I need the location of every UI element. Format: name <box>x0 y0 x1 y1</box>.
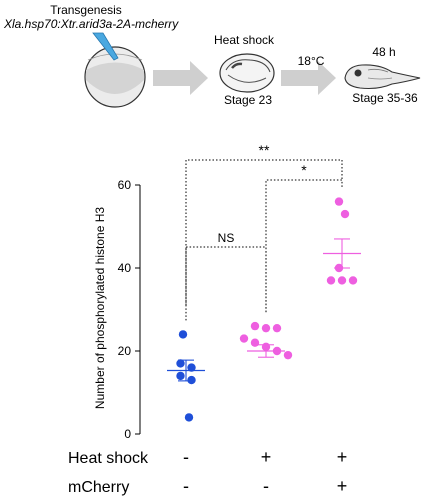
y-ticks: 0 20 40 60 <box>118 178 140 441</box>
data-point <box>250 321 260 331</box>
condition-label: mCherry <box>68 479 129 496</box>
data-point <box>187 375 196 385</box>
y-tick-label: 20 <box>118 344 132 358</box>
schematic: Transgenesis Xla.hsp70:Xtr.arid3a-2A-mch… <box>3 3 421 108</box>
mean-sem-bars <box>167 238 361 382</box>
condition-value: + <box>261 447 272 467</box>
data-point <box>348 276 358 285</box>
significance-bracket <box>265 179 343 313</box>
stage1-label: Stage 23 <box>224 93 272 107</box>
data-point <box>261 342 271 352</box>
significance-bracket <box>185 246 267 321</box>
y-axis-label: Number of phosphorylated histone H3 <box>93 207 107 409</box>
condition-label: Heat shock <box>68 450 149 467</box>
injection-needle-icon <box>92 32 119 61</box>
significance-label: * <box>301 162 307 178</box>
significance-bracket <box>185 159 343 305</box>
significance-brackets: NS*** <box>185 142 343 321</box>
condition-value: + <box>337 476 348 496</box>
data-point <box>337 276 347 285</box>
data-point <box>184 413 194 422</box>
stage23-embryo-drawing <box>219 53 275 93</box>
arrow-icon <box>281 61 336 95</box>
data-point <box>283 350 293 360</box>
data-point <box>187 363 196 372</box>
tadpole-drawing <box>344 64 421 90</box>
data-point <box>261 323 271 333</box>
data-point <box>176 359 185 368</box>
embryo-egg-drawing <box>84 32 146 108</box>
duration-label: 48 h <box>372 45 395 59</box>
data-point <box>340 209 350 219</box>
arrow-icon <box>153 61 208 95</box>
condition-table: Heat shock - + + mCherry - - + <box>68 447 347 496</box>
data-point <box>334 197 344 206</box>
y-tick-label: 40 <box>118 261 132 275</box>
data-point <box>239 334 249 343</box>
condition-value: - <box>263 476 269 496</box>
heat-shock-step-label: Heat shock <box>214 33 275 47</box>
data-point <box>272 346 282 356</box>
y-tick-label: 0 <box>124 427 131 441</box>
data-point <box>272 323 282 333</box>
temperature-label: 18°C <box>298 54 325 68</box>
transgenesis-label: Transgenesis <box>50 3 122 17</box>
data-point <box>250 338 260 347</box>
y-tick-label: 60 <box>118 178 132 192</box>
significance-label: NS <box>218 231 235 245</box>
data-point <box>326 276 336 285</box>
significance-label: ** <box>259 142 270 158</box>
condition-value: - <box>183 476 189 496</box>
data-points <box>176 197 358 422</box>
data-point <box>178 330 188 339</box>
condition-value: + <box>337 447 348 467</box>
data-point <box>334 263 344 273</box>
data-point <box>176 371 185 381</box>
condition-value: - <box>183 447 189 467</box>
construct-label: Xla.hsp70:Xtr.arid3a-2A-mcherry <box>3 17 179 31</box>
chart: Number of phosphorylated histone H3 0 20 4… <box>68 142 361 496</box>
stage2-label: Stage 35-36 <box>352 91 418 105</box>
